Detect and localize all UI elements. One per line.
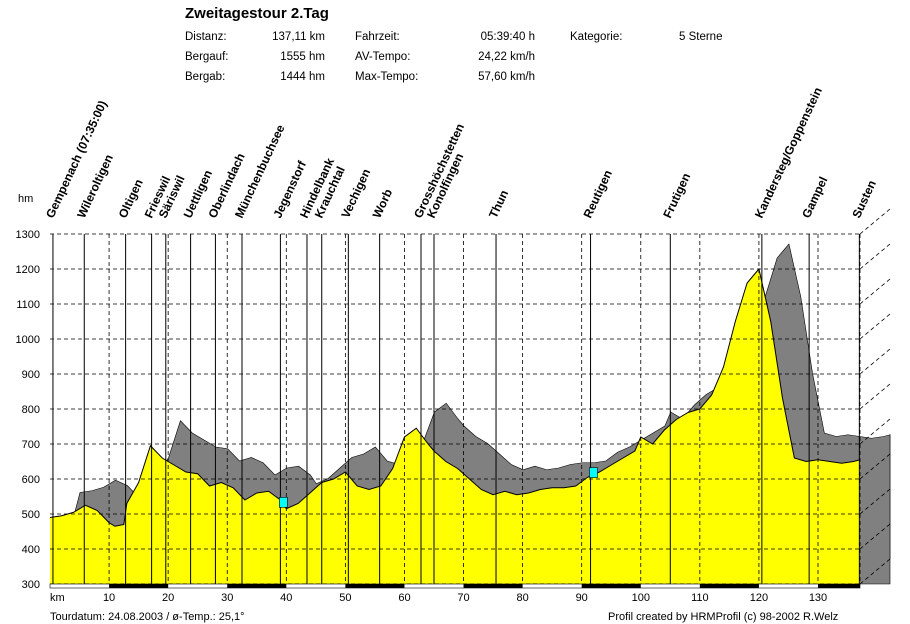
y-tick-label: 900 [22,369,40,381]
waypoint-label: Frutigen [660,171,693,220]
fahrzeit-value: 05:39:40 h [480,31,535,43]
x-axis-label: km [50,592,65,604]
maxtempo-value: 57,60 km/h [478,71,535,83]
waypoint-label: Thun [486,188,511,220]
marker-icon [279,497,288,508]
km-scale-segment [345,584,405,588]
kategorie-value: 5 Sterne [679,31,723,43]
distanz-value: 137,11 km [272,31,325,43]
y-tick-label: 1300 [16,229,40,241]
x-tick-label: 110 [691,592,709,604]
x-tick-label: 20 [162,592,174,604]
marker-icon [589,467,598,478]
y-tick-label: 400 [22,544,40,556]
waypoint-label: Susten [849,178,879,220]
grid-depth-line [859,278,891,305]
km-scale-segment [817,584,860,588]
y-axis-label: hm [18,193,33,205]
x-tick-label: 70 [457,592,469,604]
profile-area [50,269,860,584]
x-tick-label: 80 [516,592,528,604]
y-tick-label: 1200 [16,264,40,276]
y-tick-label: 1100 [16,299,40,311]
distanz-label: Distanz: [185,31,227,43]
tour-date: Tourdatum: 24.08.2003 / ø-Temp.: 25,1° [50,611,245,623]
x-tick-label: 100 [632,592,650,604]
y-tick-label: 500 [22,509,40,521]
bergab-value: 1444 hm [280,71,325,83]
km-scale-segment [463,584,523,588]
page-title: Zweitagestour 2.Tag [185,5,329,22]
credit: Profil created by HRMProfil (c) 98-2002 … [608,611,839,623]
grid-depth-line [859,313,891,340]
grid-depth-line [859,348,891,375]
bergauf-value: 1555 hm [280,51,325,63]
km-scale-segment [699,584,759,588]
km-scale-segment [581,584,641,588]
y-tick-label: 300 [22,579,40,591]
x-tick-label: 90 [576,592,588,604]
grid-depth-line [859,243,891,270]
y-tick-label: 1000 [16,334,40,346]
maxtempo-label: Max-Tempo: [355,71,419,83]
avtempo-value: 24,22 km/h [478,51,535,63]
fahrzeit-label: Fahrzeit: [355,31,400,43]
waypoint-label: Gampel [799,174,830,220]
profile-line [49,267,861,527]
km-scale-segment [227,584,287,588]
y-tick-label: 800 [22,404,40,416]
grid-depth-line [859,383,891,410]
avtempo-label: AV-Tempo: [355,51,411,63]
x-tick-label: 10 [103,592,115,604]
y-tick-label: 600 [22,474,40,486]
x-tick-label: 130 [809,592,827,604]
y-tick-label: 700 [22,439,40,451]
x-tick-label: 40 [280,592,292,604]
waypoint-label: Reutigen [581,168,615,220]
x-tick-label: 50 [339,592,351,604]
x-tick-label: 60 [398,592,410,604]
x-tick-label: 30 [221,592,233,604]
kategorie-label: Kategorie: [570,31,623,43]
km-scale-segment [109,584,169,588]
bergab-label: Bergab: [185,71,226,83]
x-tick-label: 120 [750,592,768,604]
bergauf-label: Bergauf: [185,51,229,63]
waypoint-label: Worb [370,187,396,221]
